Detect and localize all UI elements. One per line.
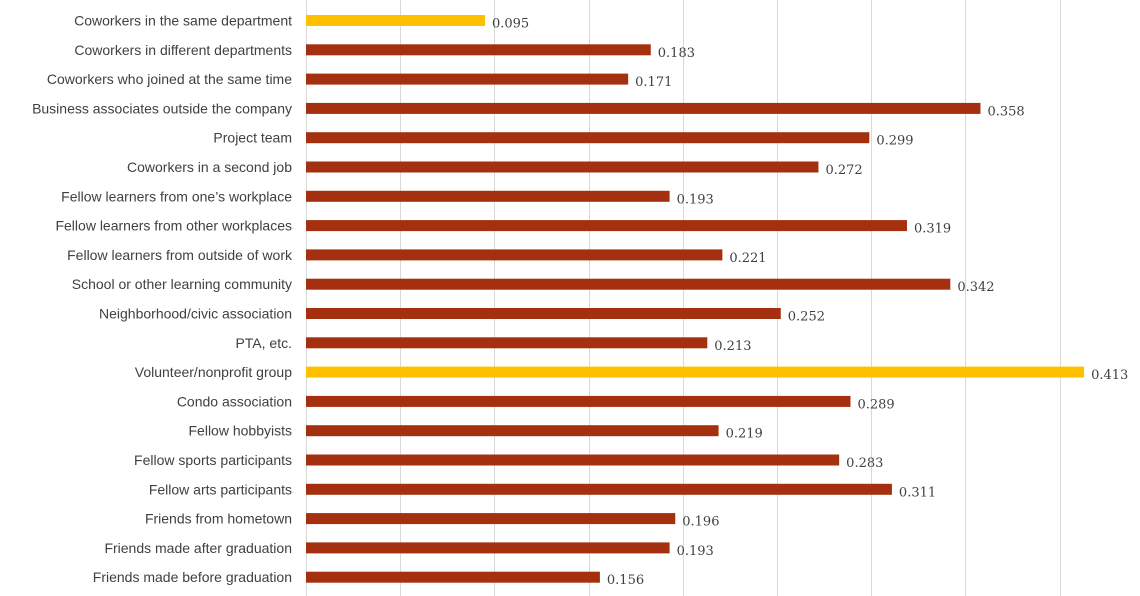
category-label: Fellow learners from outside of work (67, 247, 293, 263)
gridlines (306, 0, 1061, 596)
value-label: 0.299 (876, 134, 913, 149)
category-labels: Coworkers in the same department Coworker… (32, 13, 293, 586)
bar (306, 278, 951, 290)
bars (306, 15, 1085, 583)
value-label: 0.289 (857, 397, 894, 412)
category-label: Friends made after graduation (104, 540, 292, 556)
value-label: 0.252 (788, 310, 825, 325)
category-label: Business associates outside the company (32, 100, 292, 116)
value-label: 0.095 (492, 17, 529, 32)
value-label: 0.171 (635, 75, 672, 90)
bar (306, 73, 629, 85)
bar (306, 220, 907, 232)
value-label: 0.311 (899, 485, 936, 500)
category-label: Volunteer/nonprofit group (135, 364, 292, 380)
value-label: 0.156 (607, 573, 644, 588)
value-label: 0.319 (914, 222, 951, 237)
bar (306, 395, 851, 407)
bar (306, 132, 870, 144)
category-label: Fellow arts participants (149, 481, 292, 497)
value-label: 0.219 (726, 427, 763, 442)
value-label: 0.196 (682, 515, 719, 530)
bar (306, 571, 600, 583)
bar (306, 308, 781, 319)
category-label: Fellow learners from other workplaces (55, 218, 292, 234)
category-label: Fellow sports participants (134, 452, 292, 468)
bar (306, 454, 840, 466)
value-label: 0.213 (714, 339, 751, 354)
bar (306, 337, 708, 349)
bar (306, 161, 819, 173)
bar (306, 102, 981, 114)
category-label: School or other learning community (72, 276, 292, 292)
value-label: 0.413 (1091, 368, 1128, 383)
category-label: Fellow learners from one’s workplace (61, 188, 292, 204)
value-label: 0.272 (825, 163, 862, 178)
category-label: Coworkers in the same department (74, 13, 292, 29)
category-label: Coworkers who joined at the same time (47, 71, 292, 87)
value-label: 0.342 (957, 280, 994, 295)
category-label: PTA, etc. (235, 335, 292, 351)
value-label: 0.283 (846, 456, 883, 471)
category-label: Condo association (177, 393, 292, 409)
bar (306, 249, 723, 261)
bar (306, 425, 719, 437)
category-label: Coworkers in different departments (74, 42, 292, 58)
bar (306, 190, 670, 202)
category-label: Friends made before graduation (93, 569, 292, 585)
category-label: Friends from hometown (145, 511, 292, 527)
category-label: Coworkers in a second job (127, 159, 292, 175)
bar (306, 366, 1085, 378)
value-label: 0.221 (729, 251, 766, 266)
bar (306, 483, 892, 495)
category-label: Fellow hobbyists (189, 423, 293, 439)
bar (306, 44, 651, 56)
bar (306, 513, 676, 525)
bar (306, 542, 670, 554)
category-label: Project team (213, 130, 292, 146)
value-label: 0.193 (677, 192, 714, 207)
value-label: 0.193 (677, 544, 714, 559)
bar (306, 15, 485, 26)
value-labels: 0.095 0.183 0.171 0.358 0.299 0.272 0.193 0.319… (492, 17, 1128, 589)
value-label: 0.358 (987, 104, 1024, 119)
category-label: Neighborhood/civic association (99, 306, 292, 322)
value-label: 0.183 (658, 46, 695, 61)
